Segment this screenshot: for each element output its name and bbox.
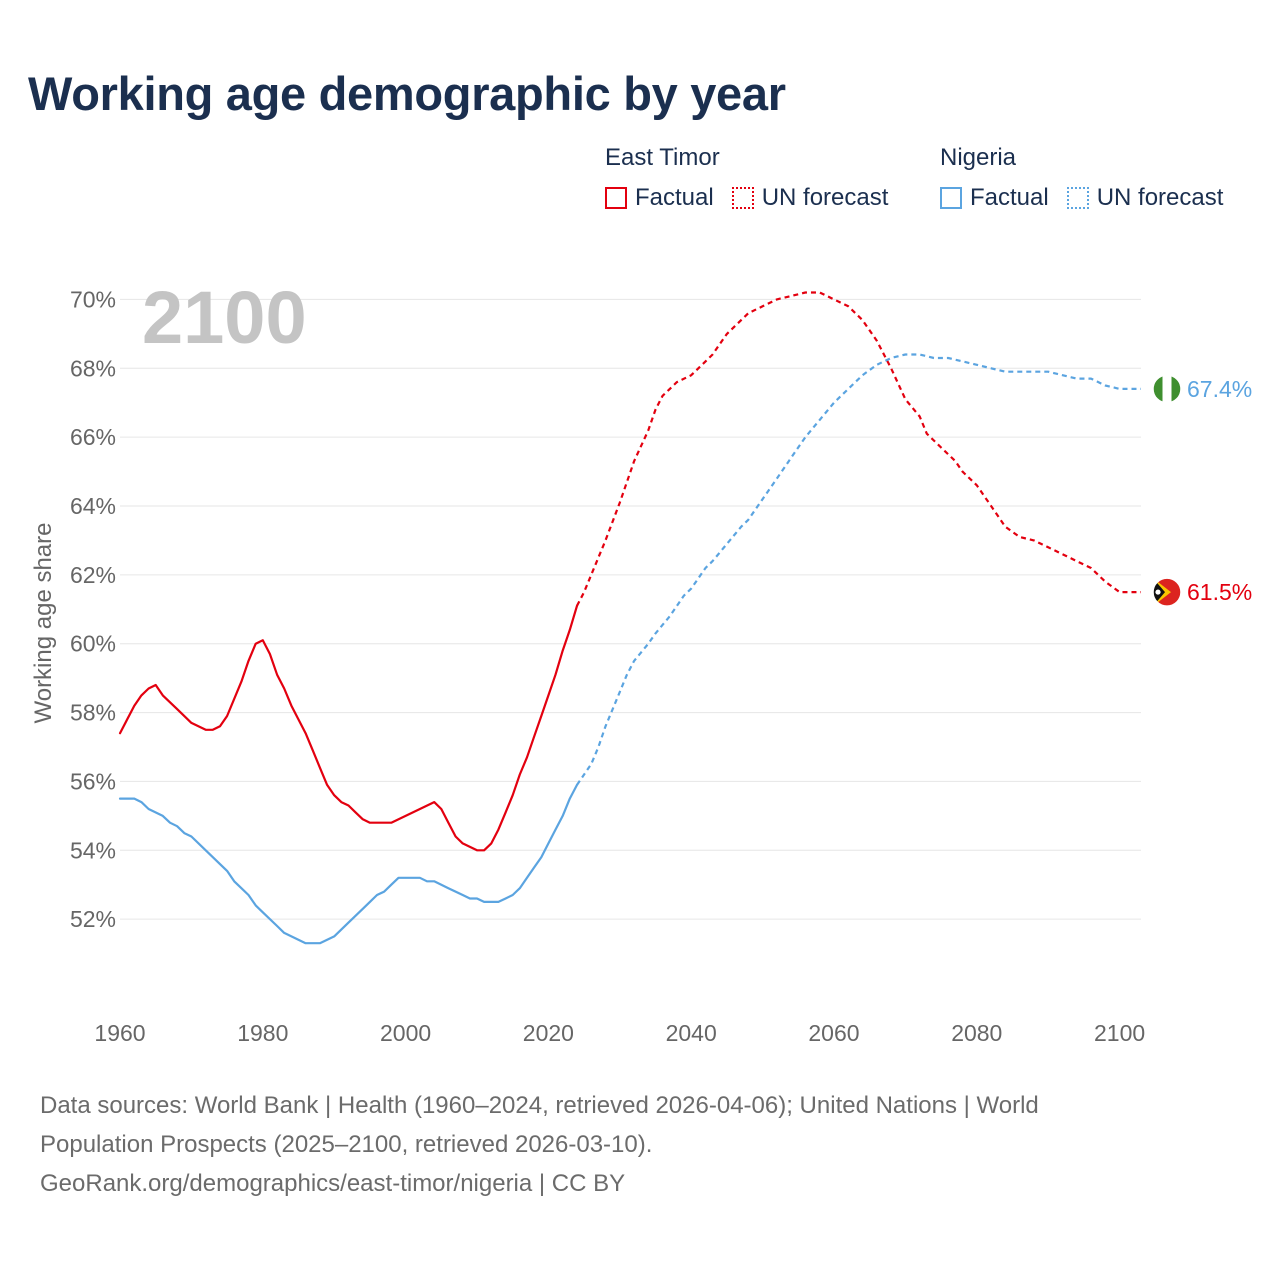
y-tick-label: 68%	[70, 355, 116, 381]
legend-label: Factual	[635, 184, 714, 211]
chart-title: Working age demographic by year	[28, 67, 786, 120]
series-line-east-timor-factual	[118, 604, 579, 852]
x-tick-label: 2040	[666, 1020, 717, 1046]
legend-item-nigeria-factual[interactable]: Factual	[940, 184, 1049, 212]
legend-item-east-timor-factual[interactable]: Factual	[605, 184, 714, 212]
x-tick-label: 2020	[523, 1020, 574, 1046]
x-tick-labels: 1960 1980 2000 2020 2040 2060 2080 2100	[94, 1020, 1145, 1046]
x-tick-label: 2080	[951, 1020, 1002, 1046]
end-value-label-nigeria: 67.4%	[1187, 376, 1252, 402]
y-tick-label: 52%	[70, 906, 116, 932]
legend-label: Factual	[970, 184, 1049, 211]
source-line: Population Prospects (2025–2100, retriev…	[40, 1131, 653, 1158]
series-layer	[118, 291, 1141, 945]
series-line-east-timor-forecast	[576, 291, 1141, 607]
legend-swatch-solid	[940, 187, 962, 209]
legend-swatch-dotted	[1066, 187, 1089, 209]
east-timor-flag-icon	[1152, 577, 1182, 607]
y-tick-label: 64%	[70, 493, 116, 519]
y-tick-label: 60%	[70, 631, 116, 657]
y-tick-label: 66%	[70, 424, 116, 450]
legend-label: UN forecast	[761, 184, 889, 211]
legend-item-nigeria-forecast[interactable]: UN forecast	[1066, 184, 1224, 212]
legend-group-nigeria: Nigeria Factual UN forecast	[940, 144, 1241, 212]
legend-swatch-dotted	[731, 187, 754, 209]
y-tick-label: 54%	[70, 837, 116, 863]
y-tick-label: 56%	[70, 768, 116, 794]
legend-item-east-timor-forecast[interactable]: UN forecast	[731, 184, 889, 212]
year-watermark: 2100	[142, 276, 307, 359]
y-tick-label: 62%	[70, 562, 116, 588]
x-tick-label: 2100	[1094, 1020, 1145, 1046]
legend-group-name: Nigeria	[940, 144, 1017, 171]
y-tick-labels: 52% 54% 56% 58% 60% 62% 64% 66% 68% 70%	[70, 286, 116, 932]
x-tick-label: 2000	[380, 1020, 431, 1046]
y-tick-label: 70%	[70, 286, 116, 312]
attribution-link[interactable]: GeoRank.org/demographics/east-timor/nige…	[40, 1170, 626, 1197]
series-line-nigeria-factual	[118, 783, 579, 945]
end-value-label-east-timor: 61.5%	[1187, 579, 1252, 605]
nigeria-flag-icon	[1152, 374, 1182, 404]
legend-label: UN forecast	[1096, 184, 1224, 211]
series-line-nigeria-forecast	[576, 353, 1141, 786]
source-line: Data sources: World Bank | Health (1960–…	[40, 1092, 1039, 1119]
x-tick-label: 1960	[94, 1020, 145, 1046]
data-sources: Data sources: World Bank | Health (1960–…	[40, 1086, 1220, 1203]
end-markers: 61.5% 67.4%	[1152, 374, 1252, 607]
y-axis-label: Working age share	[30, 523, 57, 724]
x-tick-label: 1980	[237, 1020, 288, 1046]
gridlines	[120, 298, 1141, 920]
y-tick-label: 58%	[70, 700, 116, 726]
legend-swatch-solid	[605, 187, 627, 209]
legend-group-name: East Timor	[605, 144, 720, 171]
legend-group-east-timor: East Timor Factual UN forecast	[605, 144, 906, 212]
x-tick-label: 2060	[808, 1020, 859, 1046]
